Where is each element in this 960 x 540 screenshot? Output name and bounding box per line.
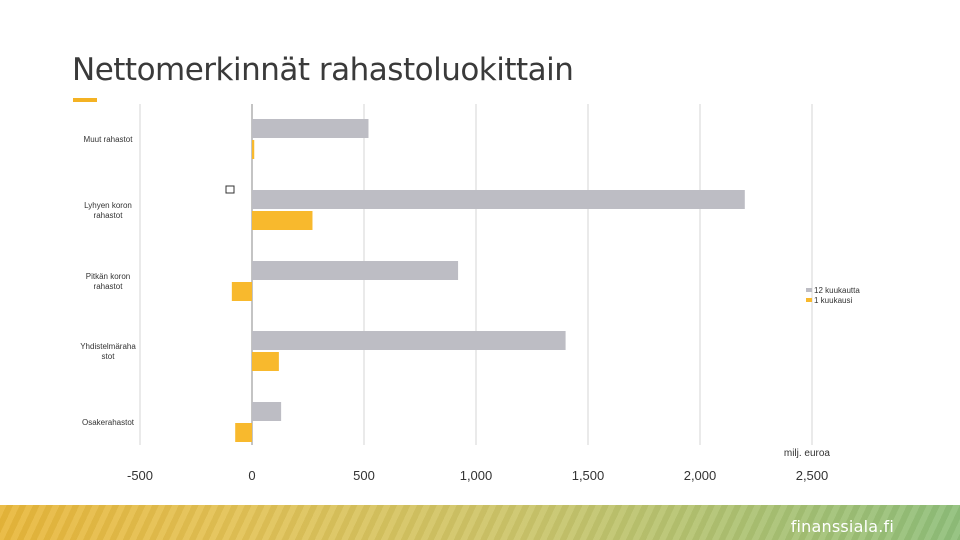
x-axis-unit-label: milj. euroa	[784, 448, 831, 459]
x-tick-label: 1,500	[572, 468, 605, 483]
legend-label: 12 kuukautta	[814, 286, 860, 295]
x-tick-label: 1,000	[460, 468, 493, 483]
footer-band: finanssiala.fi	[0, 505, 960, 540]
page-title: Nettomerkinnät rahastoluokittain	[72, 52, 574, 88]
bar-12m	[252, 402, 282, 421]
chart-bars	[231, 119, 745, 442]
brand-logo-text: finanssiala.fi	[790, 517, 894, 536]
bar-1m	[231, 282, 252, 301]
x-tick-labels: -500 0 500 1,000 1,500 2,000 2,500	[127, 468, 828, 483]
x-tick-label: 2,000	[684, 468, 717, 483]
x-tick-label: -500	[127, 468, 153, 483]
x-tick-label: 2,500	[796, 468, 829, 483]
x-tick-label: 0	[248, 468, 255, 483]
category-label: Pitkän koron rahastot	[86, 272, 130, 291]
bar-1m	[252, 211, 313, 230]
bar-12m	[252, 261, 459, 280]
chart-gridlines	[139, 104, 813, 445]
category-labels: Muut rahastot Lyhyen koron rahastot Pitkän …	[80, 135, 136, 427]
bar-chart: Muut rahastot Lyhyen koron rahastot Pitkän …	[80, 104, 860, 483]
bar-1m	[252, 352, 279, 371]
legend-label: 1 kuukausi	[814, 296, 852, 305]
bar-12m	[252, 331, 566, 350]
category-label: Osakerahastot	[82, 418, 135, 427]
placeholder-box-icon	[225, 185, 235, 194]
bar-1m	[252, 140, 255, 159]
x-tick-label: 500	[353, 468, 375, 483]
legend-swatch	[806, 298, 812, 302]
title-accent-bar	[73, 98, 97, 102]
category-label: Lyhyen koron rahastot	[84, 201, 132, 220]
category-label: Muut rahastot	[84, 135, 134, 144]
legend-swatch	[806, 288, 812, 292]
bar-12m	[252, 119, 369, 138]
bar-12m	[252, 190, 745, 209]
bar-1m	[235, 423, 252, 442]
category-label: Yhdistelmäraha stot	[80, 342, 136, 361]
